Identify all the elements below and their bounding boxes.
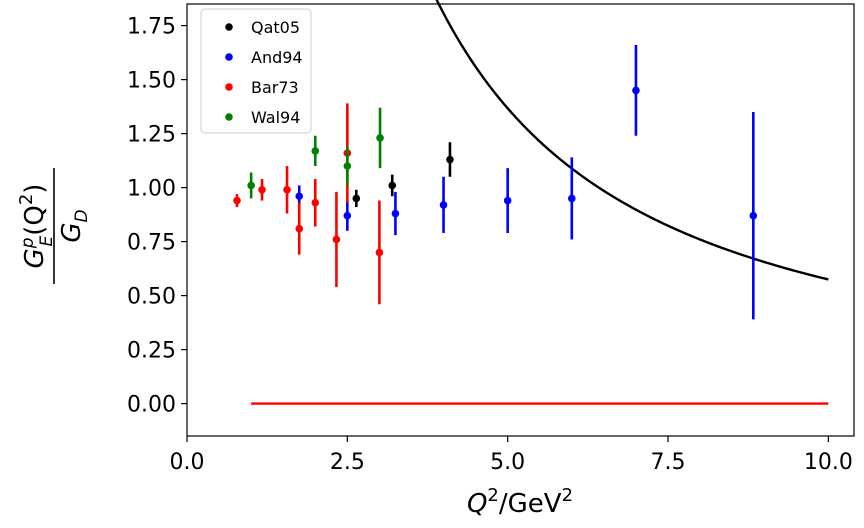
data-point-And94-2 [391,209,400,218]
y-tick-label: 1.25 [127,123,176,148]
data-point-And94-6 [632,86,640,95]
y-tick-label: 1.00 [127,177,176,202]
data-point-And94-5 [568,194,576,203]
x-axis-title: Q2/GeV2 [467,485,573,519]
legend-frame [200,8,312,134]
data-point-And94-1 [343,211,352,220]
data-point-Qat05-0 [352,194,361,203]
data-point-And94-4 [503,196,512,205]
data-point-And94-0 [295,192,304,201]
model-curve-0 [435,0,829,281]
legend-marker-Bar73 [225,83,233,91]
data-point-Qat05-2 [446,155,454,164]
legend-label-And94: And94 [251,48,303,67]
data-point-Wal94-2 [343,162,352,170]
x-tick-label: 2.5 [330,450,365,475]
data-point-Bar73-1 [258,185,266,194]
data-point-Bar73-4 [311,198,320,207]
data-point-Bar73-7 [375,248,384,257]
x-tick-label: 7.5 [651,450,686,475]
y-axis: 0.00 0.25 0.50 0.75 1.00 1.25 1.50 1.75 [127,15,187,418]
legend-label-Bar73: Bar73 [251,78,299,97]
y-tick-label: 1.50 [127,69,176,94]
data-point-And94-7 [749,211,758,220]
plot-frame [186,3,855,437]
x-tick-label: 0.0 [170,450,205,475]
y-tick-label: 1.75 [127,15,176,40]
data-point-Bar73-2 [283,185,291,194]
y-axis-title-denominator: GD [57,209,92,242]
y-axis-title-numerator: GpE(Q2) [16,184,57,269]
legend-marker-And94 [225,53,233,61]
x-tick-label: 5.0 [490,450,525,475]
legend-label-Qat05: Qat05 [251,18,300,37]
data-point-Bar73-0 [233,196,241,205]
data-point-Wal94-1 [311,147,320,155]
x-tick-label: 10.0 [804,450,853,475]
y-axis-title: GpE(Q2) GD [16,168,92,284]
x-axis: 0.0 2.5 5.0 7.5 10.0 [170,436,853,475]
data-point-Wal94-3 [376,134,384,142]
y-tick-label: 0.25 [127,339,176,364]
data-point-And94-3 [439,201,448,209]
data-point-Bar73-5 [332,235,341,244]
y-tick-label: 0.00 [127,393,176,418]
data-point-Qat05-1 [388,181,397,190]
legend-label-Wal94: Wal94 [251,108,300,127]
legend-marker-Qat05 [225,23,233,31]
y-tick-label: 0.50 [127,285,176,310]
data-point-Bar73-3 [295,224,304,233]
data-point-Wal94-0 [247,181,255,190]
legend: Qat05 And94 Bar73 Wal94 [200,8,312,134]
y-tick-label: 0.75 [127,231,176,256]
legend-marker-Wal94 [225,113,233,121]
data-marks [233,0,829,405]
